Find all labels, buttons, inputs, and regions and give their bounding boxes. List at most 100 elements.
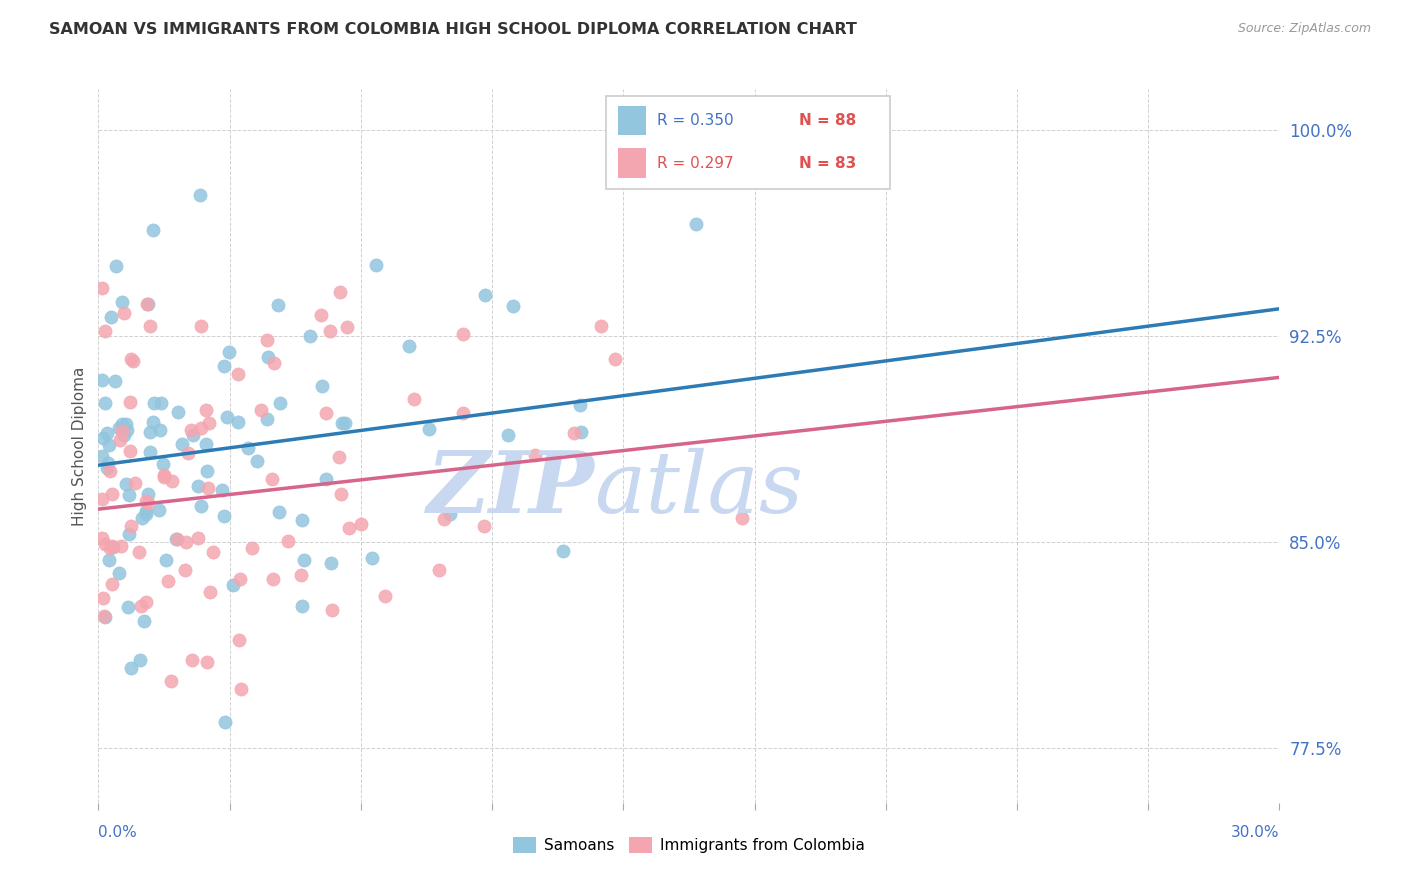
Point xyxy=(111,417,134,432)
Point xyxy=(315,406,337,420)
Point xyxy=(336,320,359,334)
Point xyxy=(228,632,250,647)
Point xyxy=(98,437,121,451)
Point xyxy=(267,505,290,519)
Point xyxy=(262,572,284,586)
Point xyxy=(418,422,440,436)
Point xyxy=(135,595,157,609)
Point xyxy=(226,416,249,430)
Point xyxy=(180,423,202,437)
Point xyxy=(112,427,135,442)
Point xyxy=(198,416,221,430)
Point xyxy=(98,541,121,555)
Point xyxy=(94,396,117,410)
Point xyxy=(129,599,152,613)
Text: ZIP: ZIP xyxy=(426,447,595,531)
Point xyxy=(135,504,157,518)
Point xyxy=(176,446,198,460)
Point xyxy=(152,457,174,471)
Point xyxy=(260,472,283,486)
Text: N = 83: N = 83 xyxy=(799,155,856,170)
Point xyxy=(337,521,360,535)
Point xyxy=(139,318,162,333)
Point xyxy=(111,294,134,309)
Point xyxy=(240,541,263,556)
Point xyxy=(524,448,547,462)
Point xyxy=(212,508,235,523)
Point xyxy=(195,655,218,669)
Text: 30.0%: 30.0% xyxy=(1232,825,1279,839)
Point xyxy=(142,396,165,410)
Point xyxy=(187,532,209,546)
Point xyxy=(122,353,145,368)
Point xyxy=(148,502,170,516)
Point xyxy=(97,457,120,471)
Point xyxy=(156,574,179,589)
Point xyxy=(188,188,211,202)
Point xyxy=(333,416,356,430)
Point xyxy=(291,599,314,613)
Point xyxy=(350,516,373,531)
Point xyxy=(135,507,157,521)
Text: SAMOAN VS IMMIGRANTS FROM COLOMBIA HIGH SCHOOL DIPLOMA CORRELATION CHART: SAMOAN VS IMMIGRANTS FROM COLOMBIA HIGH … xyxy=(49,22,858,37)
Point xyxy=(222,578,245,592)
Point xyxy=(451,406,474,420)
Point xyxy=(120,352,142,367)
Point xyxy=(181,653,204,667)
Point xyxy=(120,519,142,533)
Point xyxy=(120,395,142,409)
Point xyxy=(91,492,114,507)
Point xyxy=(166,533,188,547)
Point xyxy=(128,653,150,667)
Point xyxy=(108,566,131,581)
Point xyxy=(91,373,114,387)
Point xyxy=(165,532,187,546)
Point xyxy=(181,427,204,442)
Point xyxy=(160,474,183,488)
Point xyxy=(246,454,269,468)
Point xyxy=(328,450,350,464)
Point xyxy=(117,600,139,615)
Point xyxy=(93,608,115,623)
Point xyxy=(112,306,135,320)
Point xyxy=(94,610,117,624)
Point xyxy=(101,577,124,591)
Point xyxy=(402,392,425,407)
Point xyxy=(138,487,160,501)
Point xyxy=(115,477,138,491)
Point xyxy=(311,379,333,393)
Point xyxy=(142,415,165,429)
Point xyxy=(290,567,312,582)
Point xyxy=(330,487,353,501)
Point xyxy=(236,441,259,455)
Point xyxy=(569,425,592,440)
Point xyxy=(217,410,239,425)
Point xyxy=(136,297,159,311)
Point xyxy=(118,443,141,458)
Point xyxy=(318,324,340,338)
Point xyxy=(115,417,138,432)
Point xyxy=(108,433,131,447)
Legend: Samoans, Immigrants from Colombia: Samoans, Immigrants from Colombia xyxy=(508,831,870,859)
Point xyxy=(108,421,131,435)
Point xyxy=(96,461,118,475)
Point xyxy=(152,468,174,483)
Point xyxy=(104,375,127,389)
Point xyxy=(195,437,218,451)
Point xyxy=(131,511,153,525)
Point xyxy=(603,351,626,366)
Point xyxy=(138,297,160,311)
Point xyxy=(155,552,177,566)
Point xyxy=(94,324,117,338)
Point xyxy=(277,533,299,548)
Point xyxy=(256,333,278,347)
Point xyxy=(731,511,754,525)
Bar xyxy=(617,148,645,178)
Point xyxy=(361,550,384,565)
Point xyxy=(263,356,285,370)
Point xyxy=(120,661,142,675)
Point xyxy=(451,326,474,341)
Point xyxy=(474,288,496,302)
Point xyxy=(96,425,118,440)
Point xyxy=(321,556,343,570)
